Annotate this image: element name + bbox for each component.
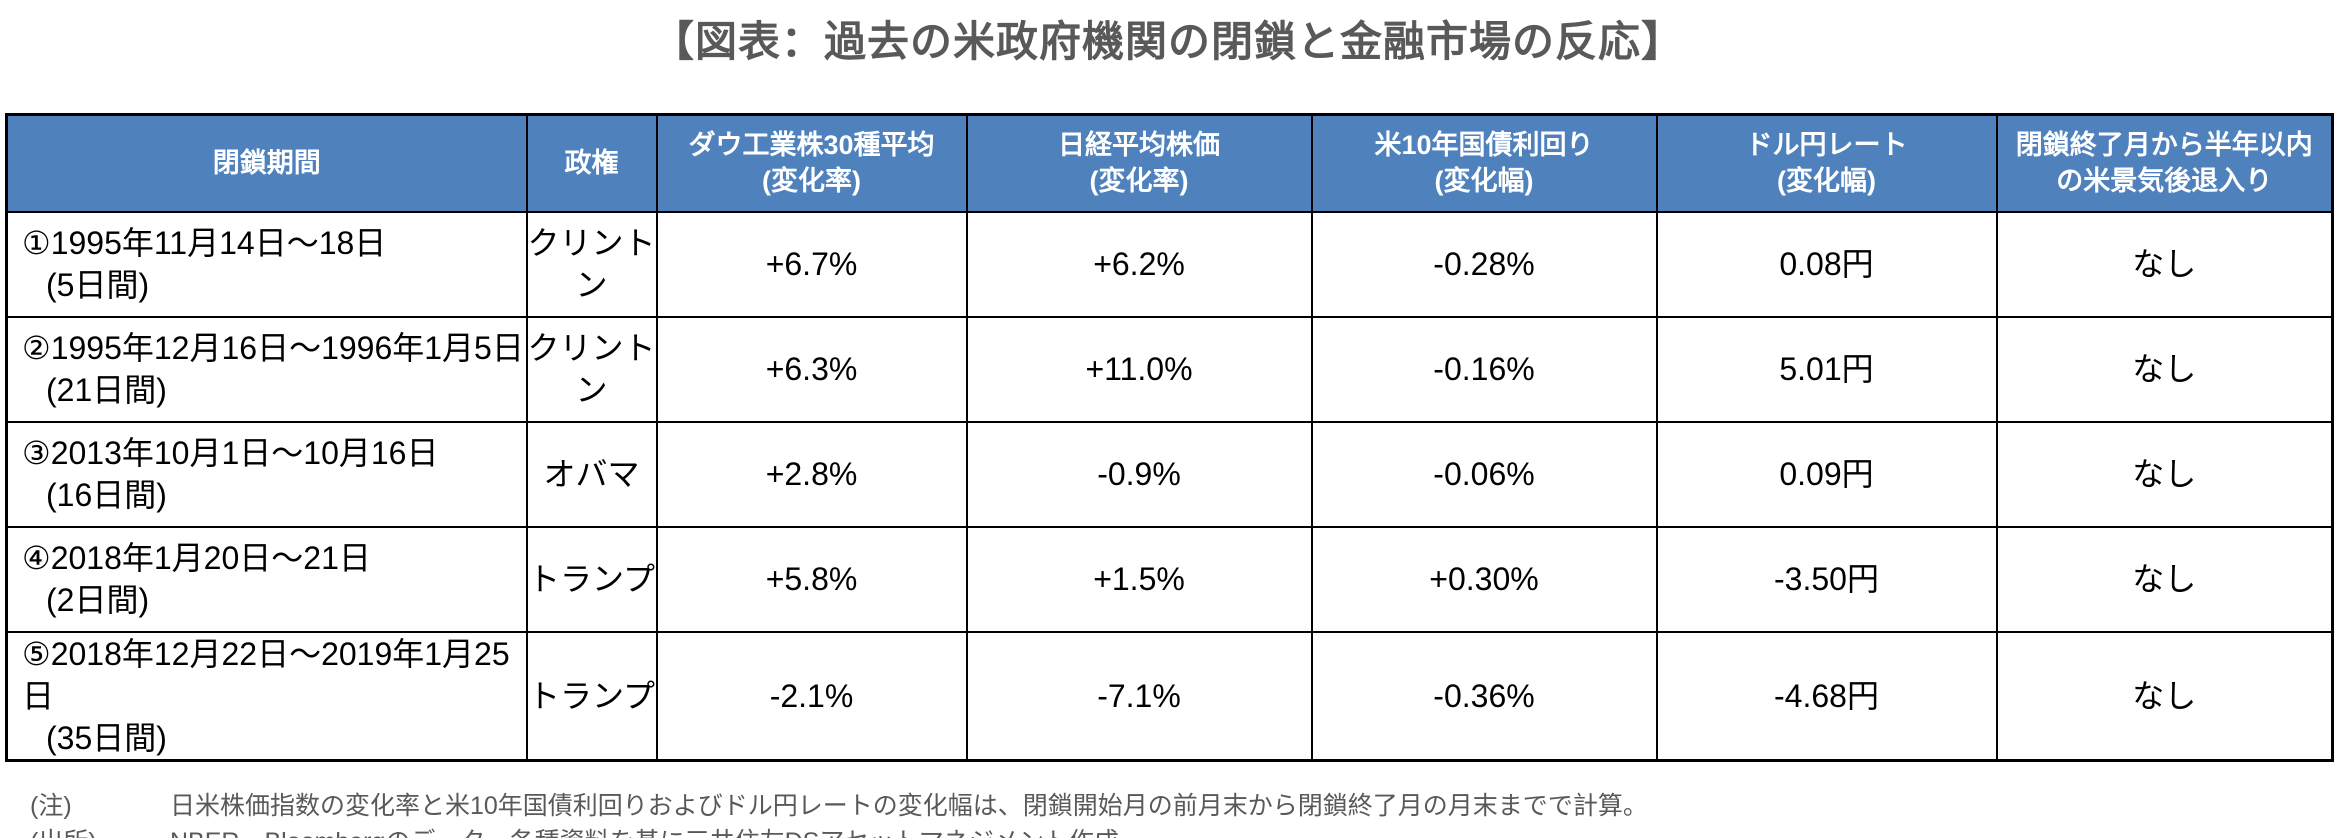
table-header-row: 閉鎖期間 政権 ダウ工業株30種平均 (変化率) 日経平均株価 (変化率) 米10年… [5, 113, 2334, 213]
cell-recession: なし [1995, 525, 2334, 633]
cell-nikkei-change: -0.9% [965, 420, 1313, 528]
period-dates: ①1995年11月14日〜18日 [22, 225, 387, 261]
period-dates: ②1995年12月16日〜1996年1月5日 [22, 330, 524, 366]
col-header-line: の米景気後退入り [2056, 166, 2273, 197]
col-header-line: (変化率) [762, 166, 861, 197]
col-header-line: 日経平均株価 [1058, 130, 1220, 161]
cell-recession: なし [1995, 630, 2334, 761]
cell-usdjpy-change: 5.01円 [1655, 315, 1998, 423]
table-row: ④2018年1月20日〜21日 (2日間) トランプ +5.8% +1.5% +0… [5, 525, 2334, 633]
cell-dow-change: +6.3% [655, 315, 968, 423]
period-duration: (16日間) [46, 477, 167, 513]
col-header-line: 閉鎖期間 [212, 148, 321, 179]
col-header-administration: 政権 [525, 113, 658, 213]
col-header-line: 閉鎖終了月から半年以内 [2015, 130, 2313, 161]
cell-usdjpy-change: 0.09円 [1655, 420, 1998, 528]
cell-shutdown-period: ①1995年11月14日〜18日 (5日間) [5, 210, 528, 318]
cell-usdjpy-change: 0.08円 [1655, 210, 1998, 318]
cell-administration: トランプ [525, 525, 658, 633]
note-text: 日米株価指数の変化率と米10年国債利回りおよびドル円レートの変化幅は、閉鎖開始月… [170, 791, 1648, 820]
cell-nikkei-change: +11.0% [965, 315, 1313, 423]
cell-nikkei-change: -7.1% [965, 630, 1313, 761]
col-header-shutdown-period: 閉鎖期間 [5, 113, 528, 213]
page-title: 【図表：過去の米政府機関の閉鎖と金融市場の反応】 [651, 18, 1684, 65]
footnotes: (注) 日米株価指数の変化率と米10年国債利回りおよびドル円レートの変化幅は、閉… [30, 788, 2336, 838]
source-line: (出所) NBER、Bloombergのデータ、各種資料を基に三井住友DSアセッ… [30, 824, 2336, 838]
col-header-line: 米10年国債利回り [1374, 130, 1594, 161]
cell-dow-change: +5.8% [655, 525, 968, 633]
market-reaction-table: 閉鎖期間 政権 ダウ工業株30種平均 (変化率) 日経平均株価 (変化率) 米10年… [5, 113, 2334, 762]
cell-administration: オバマ [525, 420, 658, 528]
cell-recession: なし [1995, 315, 2334, 423]
cell-dow-change: +6.7% [655, 210, 968, 318]
col-header-line: 政権 [564, 148, 619, 179]
col-header-nikkei: 日経平均株価 (変化率) [965, 113, 1313, 213]
cell-shutdown-period: ③2013年10月1日〜10月16日 (16日間) [5, 420, 528, 528]
period-dates: ③2013年10月1日〜10月16日 [22, 435, 439, 471]
cell-ust10y-change: -0.06% [1310, 420, 1658, 528]
col-header-line: ダウ工業株30種平均 [688, 130, 935, 161]
cell-shutdown-period: ④2018年1月20日〜21日 (2日間) [5, 525, 528, 633]
col-header-line: ドル円レート [1745, 130, 1908, 161]
cell-ust10y-change: +0.30% [1310, 525, 1658, 633]
cell-ust10y-change: -0.36% [1310, 630, 1658, 761]
cell-shutdown-period: ②1995年12月16日〜1996年1月5日 (21日間) [5, 315, 528, 423]
col-header-line: (変化率) [1089, 166, 1189, 197]
table-row: ②1995年12月16日〜1996年1月5日 (21日間) クリントン +6.3%… [5, 315, 2334, 423]
cell-usdjpy-change: -4.68円 [1655, 630, 1998, 761]
cell-administration: トランプ [525, 630, 658, 761]
note-label: (注) [30, 791, 72, 820]
table-row: ⑤2018年12月22日〜2019年1月25日 (35日間) トランプ -2.1%… [5, 630, 2334, 761]
col-header-line: (変化幅) [1434, 166, 1534, 197]
col-header-ust10y: 米10年国債利回り (変化幅) [1310, 113, 1658, 213]
cell-nikkei-change: +6.2% [965, 210, 1313, 318]
source-text: NBER、Bloombergのデータ、各種資料を基に三井住友DSアセットマネジメ… [170, 824, 2336, 838]
period-dates: ⑤2018年12月22日〜2019年1月25日 [22, 635, 510, 714]
cell-administration: クリントン [525, 315, 658, 423]
period-duration: (35日間) [46, 719, 167, 756]
cell-nikkei-change: +1.5% [965, 525, 1313, 633]
period-duration: (21日間) [46, 372, 167, 408]
col-header-usdjpy: ドル円レート (変化幅) [1655, 113, 1998, 213]
col-header-line: (変化幅) [1777, 166, 1876, 197]
source-label: (出所) [30, 824, 170, 838]
cell-ust10y-change: -0.28% [1310, 210, 1658, 318]
cell-ust10y-change: -0.16% [1310, 315, 1658, 423]
cell-recession: なし [1995, 210, 2334, 318]
period-duration: (2日間) [46, 582, 150, 618]
cell-dow-change: +2.8% [655, 420, 968, 528]
note-line: (注) 日米株価指数の変化率と米10年国債利回りおよびドル円レートの変化幅は、閉… [30, 788, 2336, 824]
table-row: ③2013年10月1日〜10月16日 (16日間) オバマ +2.8% -0.9%… [5, 420, 2334, 528]
period-duration: (5日間) [46, 267, 150, 303]
col-header-recession: 閉鎖終了月から半年以内 の米景気後退入り [1995, 113, 2334, 213]
period-dates: ④2018年1月20日〜21日 [22, 540, 371, 576]
col-header-dow: ダウ工業株30種平均 (変化率) [655, 113, 968, 213]
cell-dow-change: -2.1% [655, 630, 968, 761]
cell-recession: なし [1995, 420, 2334, 528]
table-row: ①1995年11月14日〜18日 (5日間) クリントン +6.7% +6.2% … [5, 210, 2334, 318]
cell-administration: クリントン [525, 210, 658, 318]
cell-shutdown-period: ⑤2018年12月22日〜2019年1月25日 (35日間) [5, 630, 528, 761]
cell-usdjpy-change: -3.50円 [1655, 525, 1998, 633]
